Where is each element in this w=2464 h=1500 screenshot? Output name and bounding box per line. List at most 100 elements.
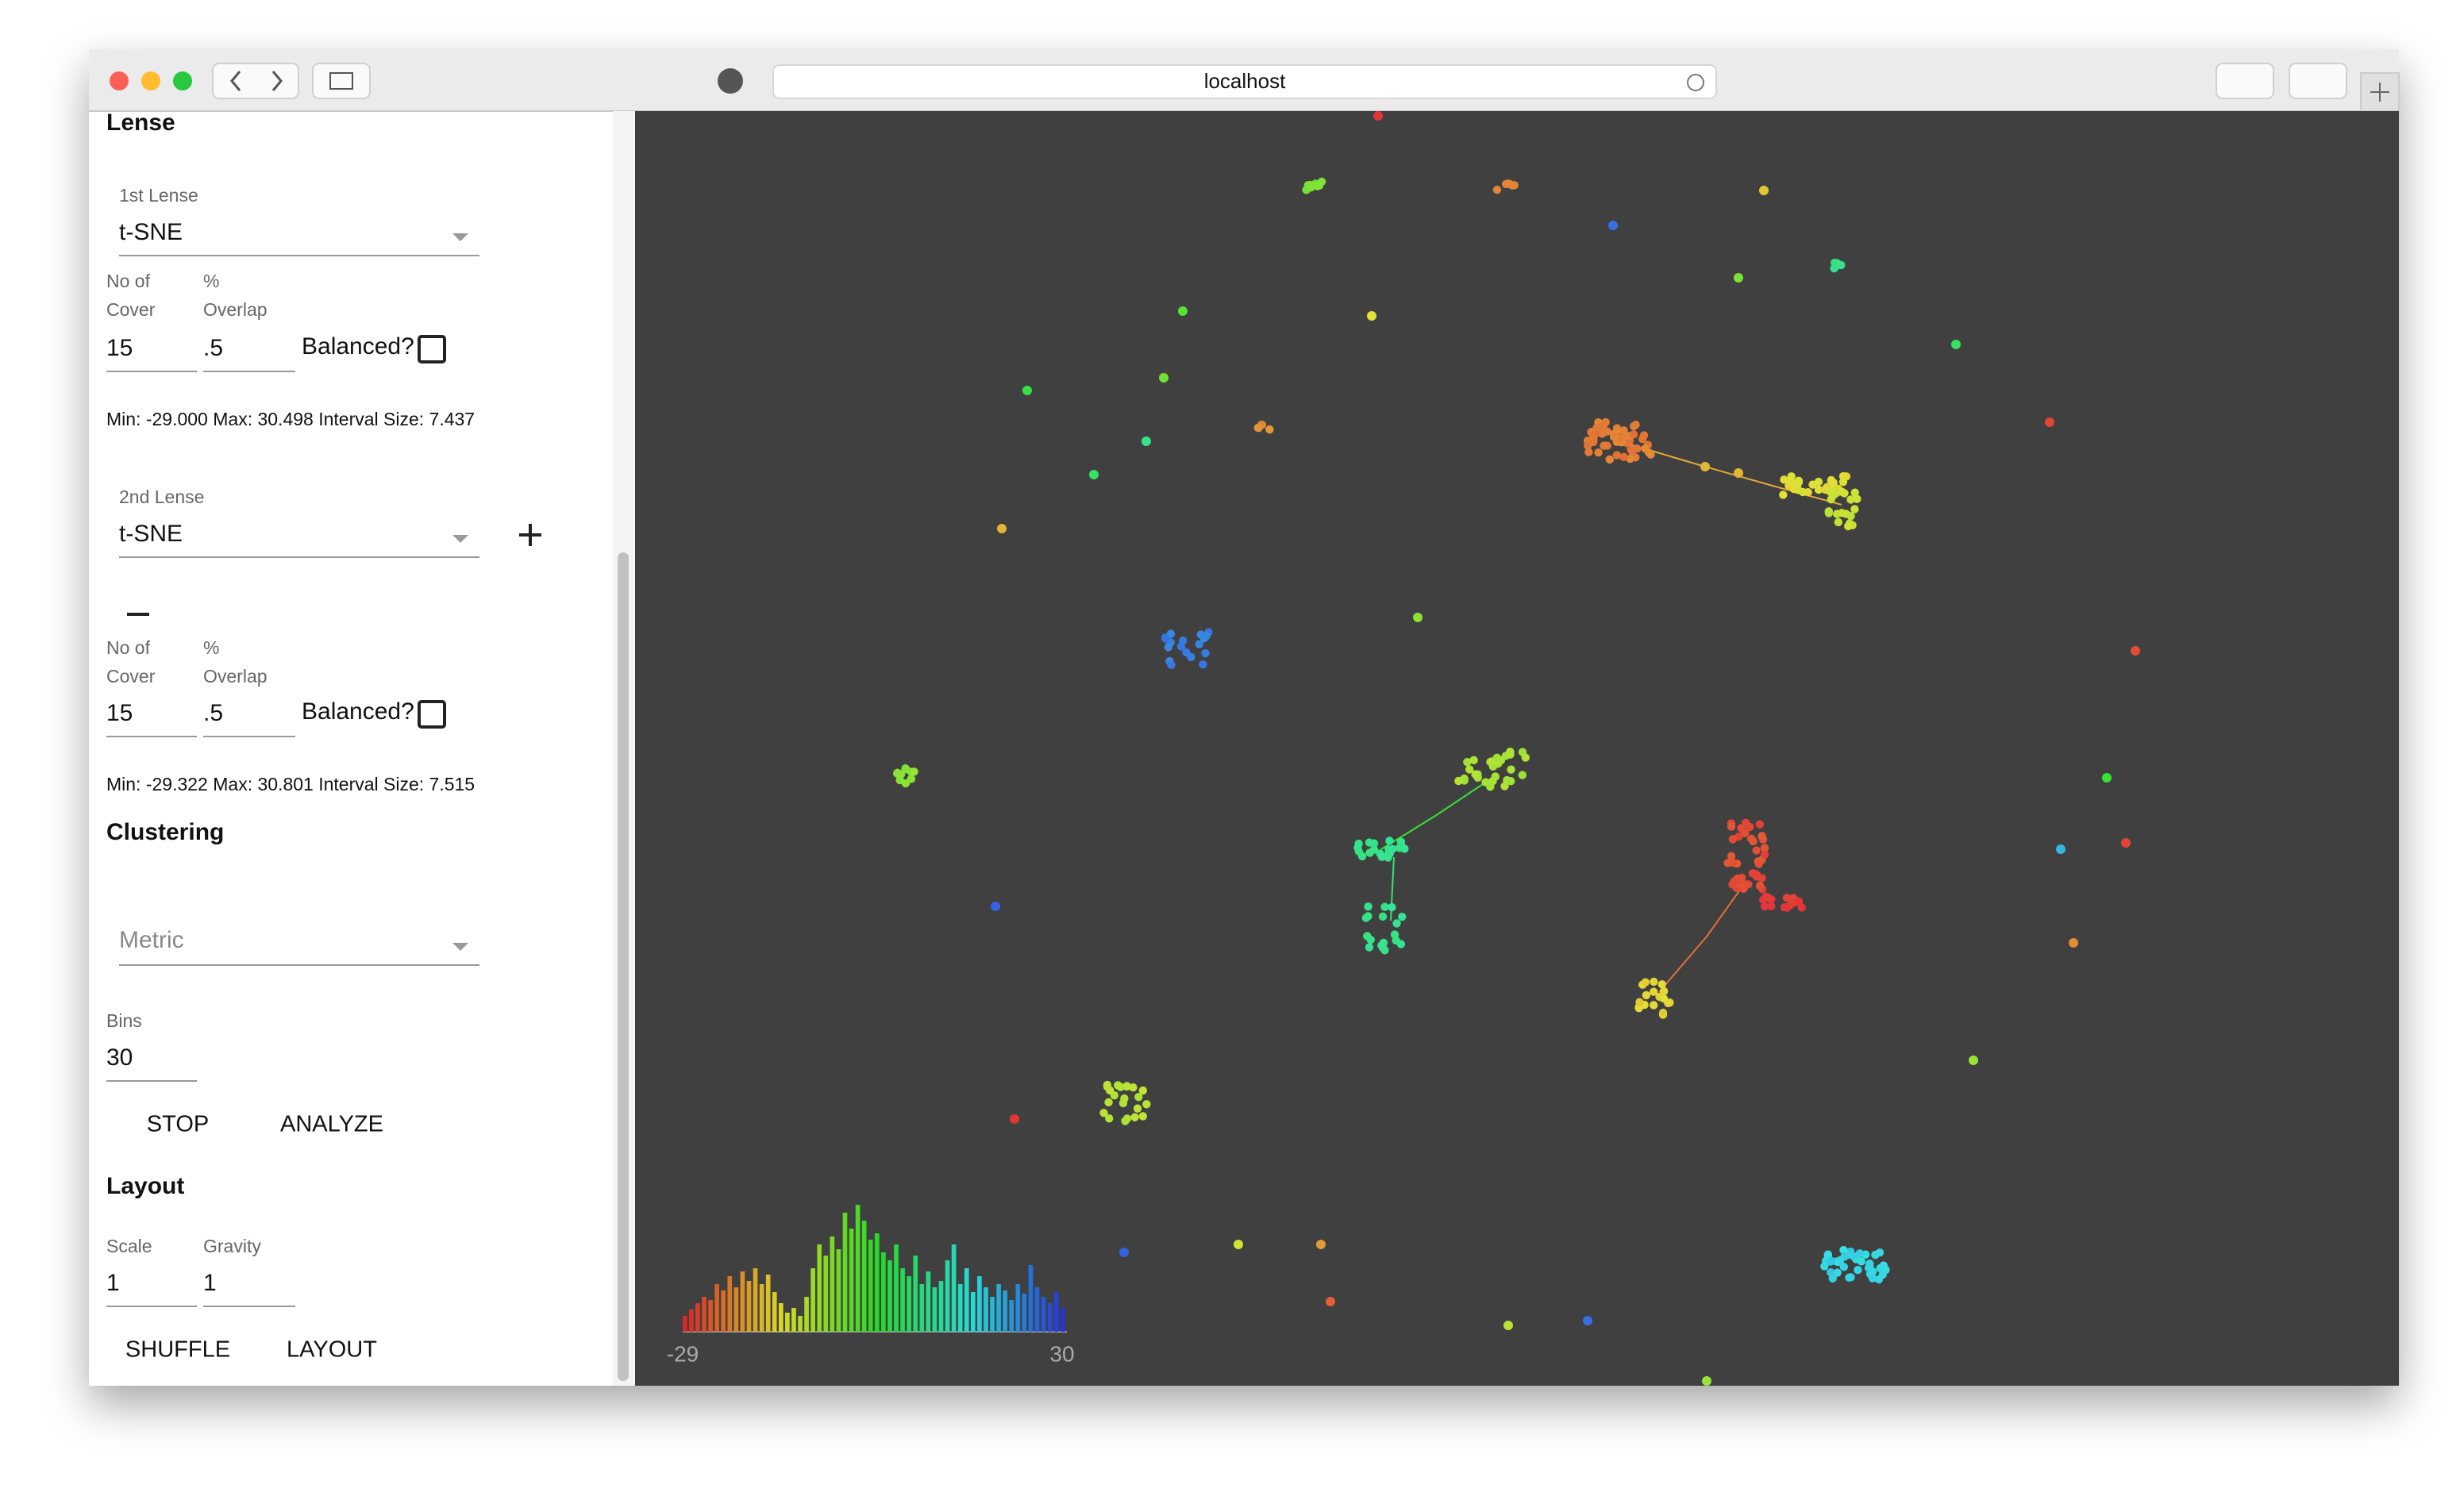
histogram: -29 30: [667, 1205, 1075, 1366]
node: [1388, 902, 1396, 912]
histogram-bar: [708, 1300, 713, 1332]
histogram-bar: [772, 1292, 777, 1332]
node: [1780, 475, 1788, 484]
node: [1166, 629, 1176, 638]
histogram-bar: [971, 1292, 976, 1332]
node: [1837, 487, 1846, 496]
input-value[interactable]: .5: [203, 335, 223, 361]
node: [1114, 1081, 1122, 1090]
node: [1486, 783, 1495, 791]
node: [1850, 505, 1859, 513]
histogram-bar: [759, 1284, 764, 1332]
histogram-bar: [945, 1260, 950, 1332]
node: [1639, 431, 1649, 440]
node: [1385, 837, 1394, 845]
node: [1395, 844, 1403, 852]
select-placeholder[interactable]: Metric: [119, 927, 184, 953]
node: [1760, 844, 1769, 852]
nav-buttons[interactable]: [212, 63, 299, 99]
select-value[interactable]: t-SNE: [119, 219, 183, 245]
histogram-bar: [785, 1313, 790, 1332]
address-bar[interactable]: [772, 64, 1717, 99]
heading: Layout: [106, 1173, 184, 1199]
histogram-bar: [861, 1221, 867, 1332]
node: [1103, 1083, 1112, 1091]
select-value[interactable]: t-SNE: [119, 521, 183, 547]
add-button[interactable]: [519, 524, 541, 546]
histogram-bar: [907, 1276, 911, 1332]
tabs[interactable]: [2289, 63, 2347, 99]
histogram-bar: [810, 1268, 815, 1332]
node: [910, 767, 918, 776]
checkbox[interactable]: [418, 700, 446, 729]
node: [1142, 1100, 1151, 1109]
heading: Clustering: [106, 819, 224, 845]
node: [1316, 1240, 1326, 1249]
input-value[interactable]: 15: [106, 335, 133, 361]
histogram-bar: [836, 1249, 841, 1332]
node: [1850, 488, 1859, 497]
new-tab[interactable]: [2360, 72, 2400, 112]
sidebar-toggle[interactable]: [312, 63, 371, 99]
histogram-bar: [823, 1256, 829, 1332]
label: 2nd Lense: [119, 487, 204, 507]
button[interactable]: STOP: [147, 1112, 209, 1137]
node: [1659, 994, 1669, 1003]
node: [1195, 640, 1203, 648]
close[interactable]: [110, 71, 129, 90]
node: [1814, 485, 1823, 494]
node: [1122, 1082, 1131, 1091]
node: [1507, 765, 1515, 774]
reload[interactable]: [1687, 74, 1704, 91]
node: [1130, 1113, 1139, 1121]
node: [1766, 902, 1776, 910]
graph: [892, 111, 2140, 1386]
histogram-bar: [746, 1281, 752, 1332]
zoom[interactable]: [173, 71, 192, 90]
histogram-bar: [683, 1316, 687, 1332]
node: [1838, 471, 1848, 481]
histogram-bar: [957, 1284, 963, 1332]
extension-icon[interactable]: [718, 68, 743, 94]
histogram-bar: [932, 1287, 937, 1332]
button[interactable]: SHUFFLE: [125, 1337, 230, 1363]
histogram-bar: [1028, 1265, 1034, 1332]
node: [1465, 765, 1474, 774]
minimize[interactable]: [141, 71, 160, 90]
histogram-bar: [721, 1290, 726, 1332]
node: [1605, 455, 1614, 464]
histogram-bar: [779, 1303, 783, 1332]
node: [1234, 1240, 1243, 1249]
node: [1845, 1273, 1854, 1282]
node: [2056, 844, 2066, 854]
graph-canvas[interactable]: [635, 111, 2399, 1386]
share[interactable]: [2216, 63, 2274, 99]
histogram-bar: [733, 1287, 739, 1332]
label: Gravity: [203, 1236, 261, 1256]
button[interactable]: LAYOUT: [287, 1337, 377, 1363]
scrollbar[interactable]: [618, 552, 629, 1381]
node: [1503, 775, 1511, 785]
label: Bins: [106, 1010, 142, 1031]
input-value[interactable]: 15: [106, 700, 133, 726]
input-value[interactable]: 1: [106, 1270, 120, 1296]
node: [1589, 437, 1598, 447]
node: [1641, 978, 1650, 987]
checkbox[interactable]: [418, 335, 446, 363]
node: [1723, 859, 1732, 867]
input-value[interactable]: .5: [203, 700, 223, 726]
node: [1857, 1257, 1866, 1266]
node: [1503, 1321, 1513, 1330]
label: 1st Lense: [119, 185, 198, 206]
node: [1492, 185, 1502, 194]
input-value[interactable]: 1: [203, 1270, 217, 1296]
node: [2121, 838, 2131, 848]
node: [1354, 847, 1363, 856]
input-value[interactable]: 30: [106, 1044, 133, 1071]
node: [1454, 776, 1463, 786]
node: [1824, 509, 1834, 517]
node: [1830, 263, 1838, 273]
button[interactable]: ANALYZE: [280, 1112, 383, 1137]
node: [1627, 447, 1637, 456]
histogram-bar: [1053, 1292, 1059, 1332]
